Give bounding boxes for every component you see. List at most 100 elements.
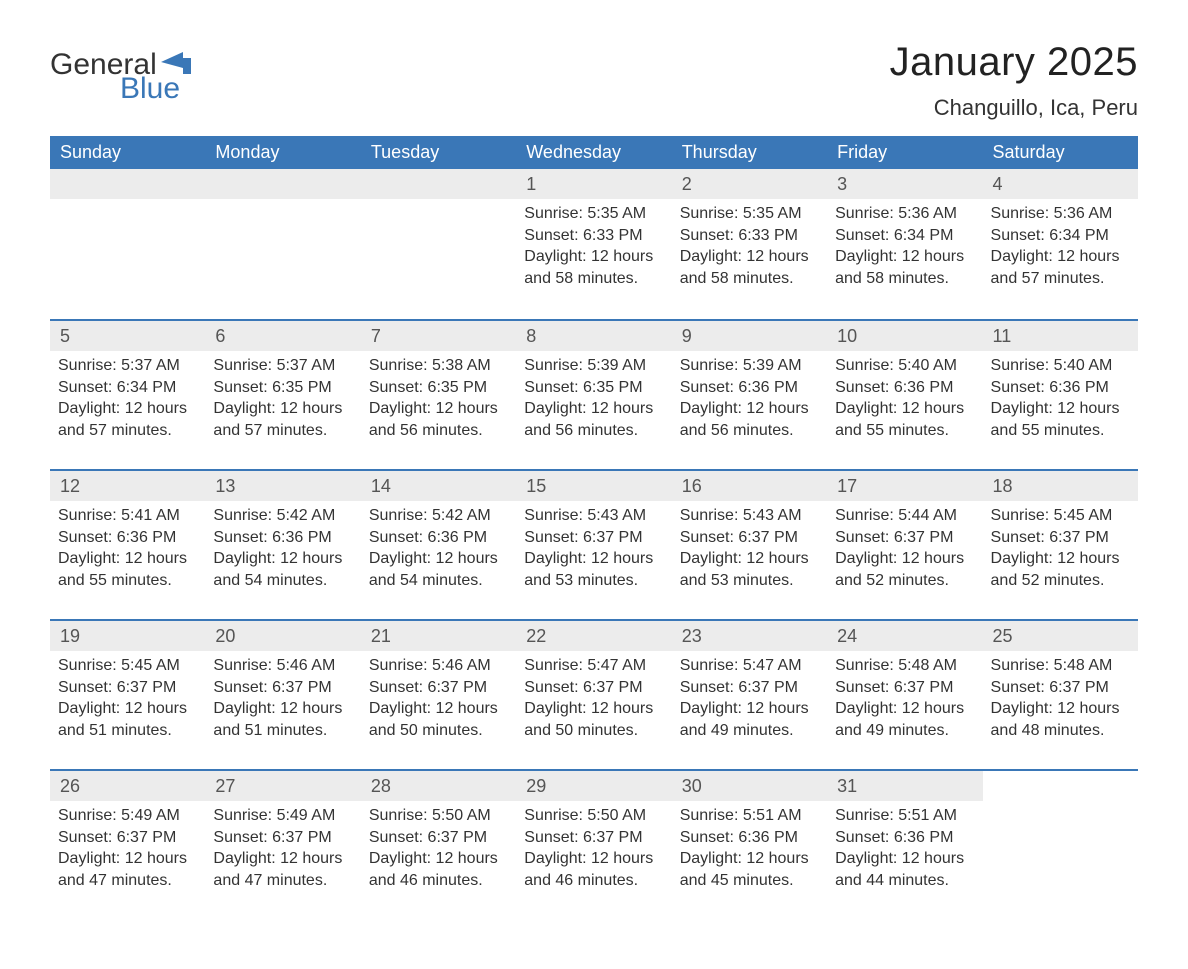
sunset-text: Sunset: 6:35 PM [524, 377, 663, 399]
daylight1-text: Daylight: 12 hours [524, 548, 663, 570]
sunrise-text: Sunrise: 5:40 AM [835, 355, 974, 377]
day-number: 2 [672, 169, 827, 199]
daylight2-text: and 53 minutes. [524, 570, 663, 592]
day-cell: 10Sunrise: 5:40 AMSunset: 6:36 PMDayligh… [827, 321, 982, 469]
day-cell: 11Sunrise: 5:40 AMSunset: 6:36 PMDayligh… [983, 321, 1138, 469]
header: General Blue January 2025 Changuillo, Ic… [50, 40, 1138, 121]
daylight1-text: Daylight: 12 hours [680, 246, 819, 268]
day-cell: 4Sunrise: 5:36 AMSunset: 6:34 PMDaylight… [983, 169, 1138, 319]
sunset-text: Sunset: 6:33 PM [680, 225, 819, 247]
day-cell: 8 Sunrise: 5:39 AMSunset: 6:35 PMDaylight… [516, 321, 671, 469]
sunrise-text: Sunrise: 5:51 AM [835, 805, 974, 827]
daylight1-text: Daylight: 12 hours [524, 398, 663, 420]
day-cell: 25Sunrise: 5:48 AMSunset: 6:37 PMDayligh… [983, 621, 1138, 769]
title-block: January 2025 Changuillo, Ica, Peru [890, 40, 1138, 121]
day-cell: 17Sunrise: 5:44 AMSunset: 6:37 PMDayligh… [827, 471, 982, 619]
day-number: 22 [516, 621, 671, 651]
sunset-text: Sunset: 6:36 PM [835, 377, 974, 399]
sunrise-text: Sunrise: 5:36 AM [991, 203, 1130, 225]
daylight2-text: and 47 minutes. [213, 870, 352, 892]
sunrise-text: Sunrise: 5:37 AM [58, 355, 197, 377]
daylight1-text: Daylight: 12 hours [369, 848, 508, 870]
day-cell [361, 169, 516, 319]
daylight1-text: Daylight: 12 hours [369, 398, 508, 420]
day-cell: 12Sunrise: 5:41 AMSunset: 6:36 PMDayligh… [50, 471, 205, 619]
sunset-text: Sunset: 6:37 PM [369, 827, 508, 849]
daylight1-text: Daylight: 12 hours [524, 848, 663, 870]
daylight2-text: and 57 minutes. [991, 268, 1130, 290]
month-title: January 2025 [890, 40, 1138, 85]
daylight2-text: and 52 minutes. [835, 570, 974, 592]
sunset-text: Sunset: 6:36 PM [991, 377, 1130, 399]
day-number: 24 [827, 621, 982, 651]
sunset-text: Sunset: 6:37 PM [835, 527, 974, 549]
daylight1-text: Daylight: 12 hours [524, 698, 663, 720]
daylight2-text: and 50 minutes. [369, 720, 508, 742]
sunrise-text: Sunrise: 5:39 AM [680, 355, 819, 377]
daylight1-text: Daylight: 12 hours [213, 848, 352, 870]
daylight2-text: and 57 minutes. [58, 420, 197, 442]
day-number: 15 [516, 471, 671, 501]
sunrise-text: Sunrise: 5:35 AM [680, 203, 819, 225]
day-cell: 26Sunrise: 5:49 AMSunset: 6:37 PMDayligh… [50, 771, 205, 919]
sunrise-text: Sunrise: 5:46 AM [369, 655, 508, 677]
daylight1-text: Daylight: 12 hours [680, 398, 819, 420]
day-number: 16 [672, 471, 827, 501]
day-cell: 5Sunrise: 5:37 AMSunset: 6:34 PMDaylight… [50, 321, 205, 469]
day-number: 3 [827, 169, 982, 199]
day-number: 27 [205, 771, 360, 801]
day-cell [205, 169, 360, 319]
sunrise-text: Sunrise: 5:42 AM [369, 505, 508, 527]
sunset-text: Sunset: 6:37 PM [991, 677, 1130, 699]
daylight2-text: and 56 minutes. [680, 420, 819, 442]
sunrise-text: Sunrise: 5:48 AM [991, 655, 1130, 677]
sunset-text: Sunset: 6:37 PM [213, 677, 352, 699]
sunset-text: Sunset: 6:37 PM [991, 527, 1130, 549]
sunset-text: Sunset: 6:36 PM [58, 527, 197, 549]
day-cell: 9Sunrise: 5:39 AMSunset: 6:36 PMDaylight… [672, 321, 827, 469]
sunrise-text: Sunrise: 5:35 AM [524, 203, 663, 225]
daylight2-text: and 50 minutes. [524, 720, 663, 742]
daylight1-text: Daylight: 12 hours [835, 698, 974, 720]
day-number: 31 [827, 771, 982, 801]
day-number [205, 169, 360, 199]
dayhead-wed: Wednesday [516, 136, 671, 169]
daylight1-text: Daylight: 12 hours [835, 848, 974, 870]
sunrise-text: Sunrise: 5:39 AM [524, 355, 663, 377]
sunrise-text: Sunrise: 5:51 AM [680, 805, 819, 827]
daylight2-text: and 58 minutes. [524, 268, 663, 290]
day-cell: 18 Sunrise: 5:45 AMSunset: 6:37 PMDayligh… [983, 471, 1138, 619]
sunrise-text: Sunrise: 5:46 AM [213, 655, 352, 677]
daylight2-text: and 53 minutes. [680, 570, 819, 592]
sunrise-text: Sunrise: 5:50 AM [369, 805, 508, 827]
day-number: 23 [672, 621, 827, 651]
day-number: 18 [983, 471, 1138, 501]
day-number: 4 [983, 169, 1138, 199]
day-cell: 14Sunrise: 5:42 AMSunset: 6:36 PMDayligh… [361, 471, 516, 619]
day-cell: 27Sunrise: 5:49 AMSunset: 6:37 PMDayligh… [205, 771, 360, 919]
daylight2-text: and 54 minutes. [369, 570, 508, 592]
day-number: 12 [50, 471, 205, 501]
daylight1-text: Daylight: 12 hours [680, 848, 819, 870]
day-cell [50, 169, 205, 319]
sunrise-text: Sunrise: 5:45 AM [991, 505, 1130, 527]
daylight1-text: Daylight: 12 hours [991, 548, 1130, 570]
daylight1-text: Daylight: 12 hours [213, 548, 352, 570]
day-number: 8 [516, 321, 671, 351]
sunset-text: Sunset: 6:37 PM [524, 827, 663, 849]
sunrise-text: Sunrise: 5:49 AM [58, 805, 197, 827]
sunset-text: Sunset: 6:35 PM [213, 377, 352, 399]
sunset-text: Sunset: 6:34 PM [991, 225, 1130, 247]
sunset-text: Sunset: 6:34 PM [58, 377, 197, 399]
sunrise-text: Sunrise: 5:45 AM [58, 655, 197, 677]
flag-icon [161, 52, 191, 74]
week-row: 26Sunrise: 5:49 AMSunset: 6:37 PMDayligh… [50, 769, 1138, 919]
daylight2-text: and 47 minutes. [58, 870, 197, 892]
daylight2-text: and 44 minutes. [835, 870, 974, 892]
sunset-text: Sunset: 6:34 PM [835, 225, 974, 247]
day-number: 29 [516, 771, 671, 801]
day-number: 21 [361, 621, 516, 651]
dayhead-mon: Monday [205, 136, 360, 169]
daylight2-text: and 52 minutes. [991, 570, 1130, 592]
sunset-text: Sunset: 6:33 PM [524, 225, 663, 247]
